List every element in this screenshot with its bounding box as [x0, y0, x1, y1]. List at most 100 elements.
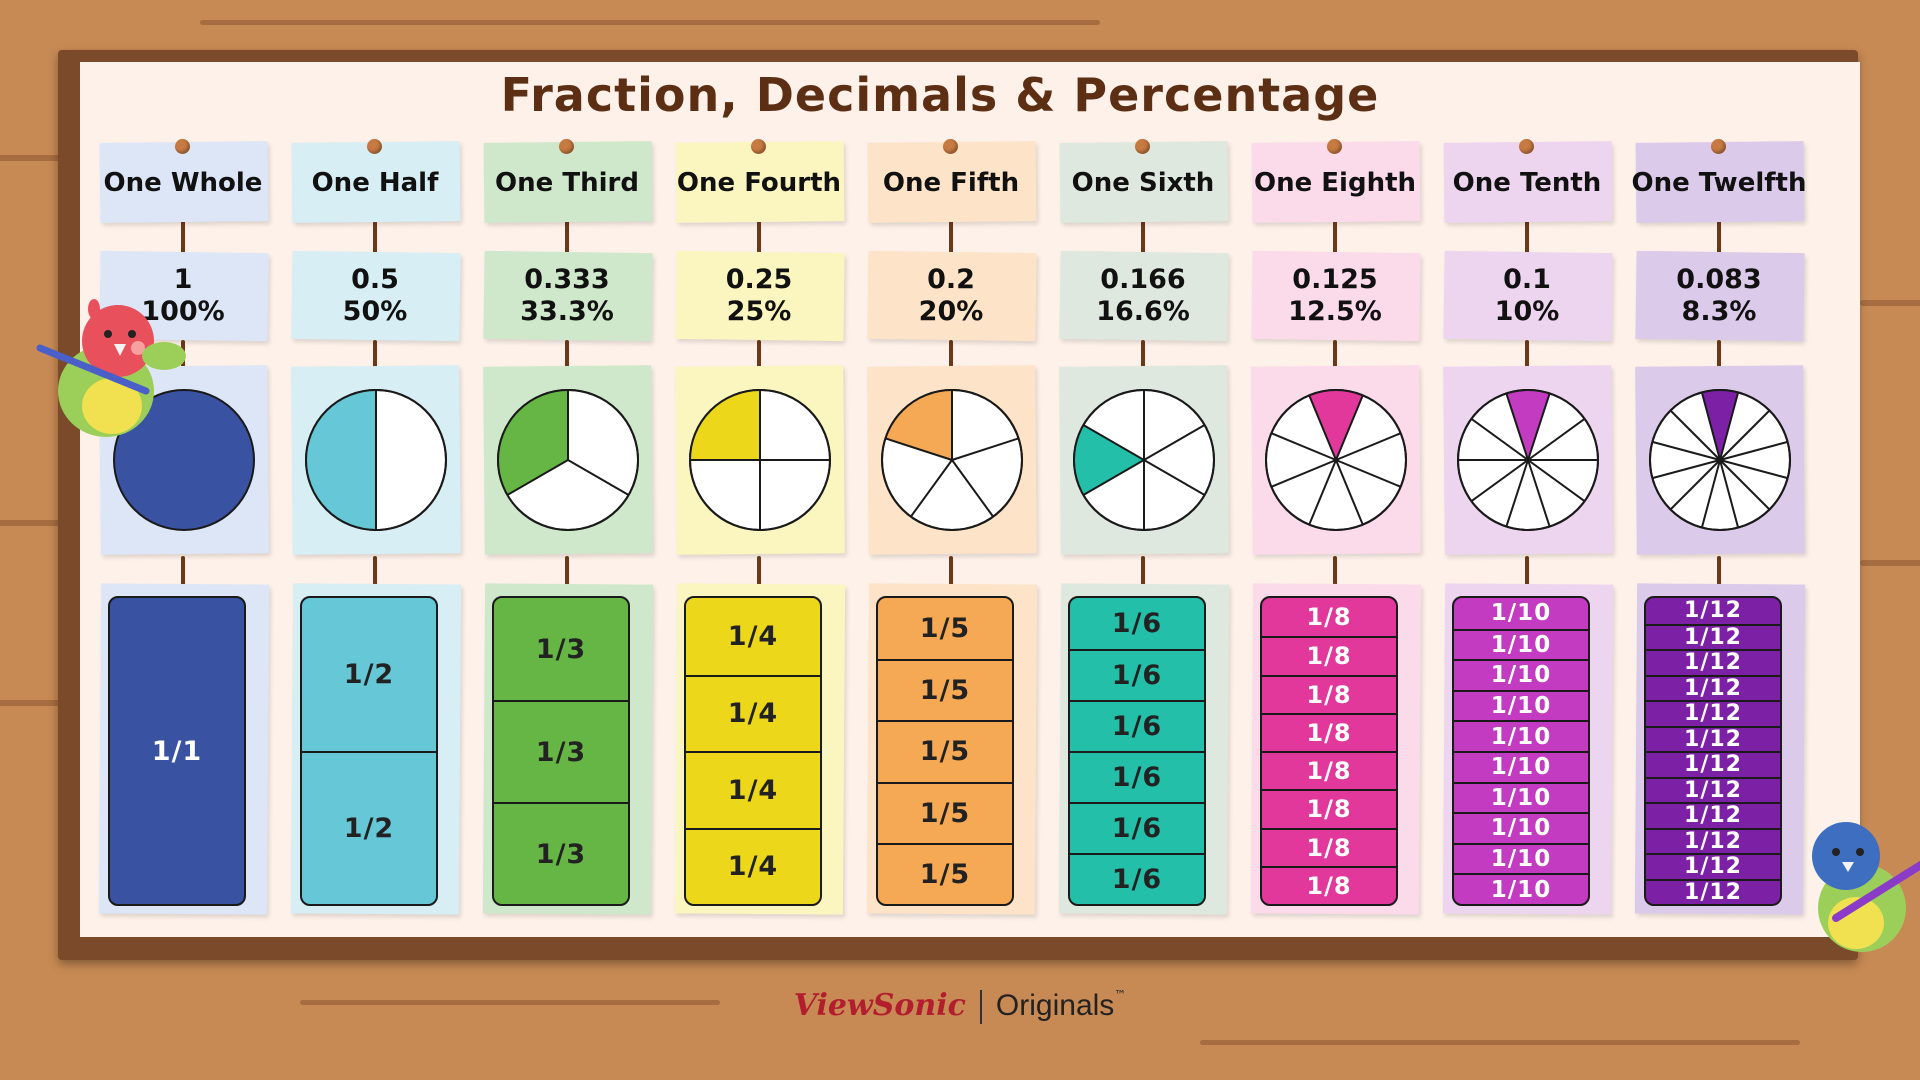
- fraction-segment: 1/6: [1070, 751, 1204, 802]
- fraction-segment: 1/10: [1454, 873, 1588, 904]
- fraction-bar: 1/12 1/12 1/12 1/12 1/12 1/12 1/12 1/12 1/12 1/12…: [1644, 596, 1782, 906]
- fraction-segment: 1/12: [1646, 649, 1780, 675]
- pie-divider: [1719, 459, 1771, 511]
- pie-divider: [1719, 440, 1788, 461]
- fraction-pie: [1649, 389, 1791, 531]
- fraction-segment: 1/12: [1646, 853, 1780, 879]
- hanging-string: [565, 556, 569, 588]
- fraction-pie: [881, 389, 1023, 531]
- pie-slice-filled: [113, 389, 255, 531]
- pie-divider: [1470, 418, 1529, 461]
- hanging-string: [1333, 340, 1337, 370]
- pie-outline: [881, 389, 1023, 531]
- hanging-string: [1717, 556, 1721, 588]
- decimal-value: 0.5: [351, 264, 399, 295]
- fraction-segment: 1/12: [1646, 674, 1780, 701]
- pie-divider: [1308, 394, 1337, 461]
- fraction-segment: 1/2: [302, 751, 436, 904]
- push-pin-icon: [1135, 139, 1150, 154]
- pie-slice-filled: [690, 390, 760, 460]
- fraction-name: One Fifth: [882, 168, 1020, 198]
- fraction-segment: 1/8: [1262, 674, 1396, 713]
- fraction-column: One Eighth 0.125 12.5% 1/8 1/8 1/8 1/8 1/8 1/8 1/…: [1240, 0, 1430, 1080]
- pie-divider: [1082, 459, 1145, 496]
- fraction-column: One Fifth 0.2 20% 1/5 1/5 1/5 1/5 1/5: [856, 0, 1046, 1080]
- pie-divider: [1505, 459, 1529, 527]
- pie-divider: [1719, 392, 1740, 461]
- fraction-segment: 1/5: [878, 842, 1012, 904]
- pie-divider: [1652, 440, 1721, 461]
- pie-divider: [567, 459, 630, 496]
- fraction-bar: 1/1: [108, 596, 246, 906]
- percent-value: 16.6%: [1096, 296, 1190, 327]
- fraction-column: One Half 0.5 50% 1/2 1/2: [280, 0, 470, 1080]
- percent-value: 25%: [726, 296, 792, 327]
- fraction-bar: 1/5 1/5 1/5 1/5 1/5: [876, 596, 1014, 906]
- pie-outline: [1457, 389, 1599, 531]
- fraction-segment: 1/8: [1262, 865, 1396, 904]
- fraction-pie: [305, 389, 447, 531]
- hanging-string: [949, 556, 953, 588]
- fraction-column: One Fourth 0.25 25% 1/4 1/4 1/4 1/4: [664, 0, 854, 1080]
- push-pin-icon: [559, 139, 574, 154]
- fraction-segment: 1/8: [1262, 789, 1396, 827]
- fraction-segment: 1/12: [1646, 878, 1780, 904]
- fraction-segment: 1/10: [1454, 628, 1588, 660]
- hanging-string: [1333, 556, 1337, 588]
- pie-slice-filled: [1309, 390, 1363, 460]
- fraction-pie: [689, 389, 831, 531]
- fraction-segment: 1/10: [1454, 689, 1588, 721]
- hanging-string: [181, 556, 185, 588]
- pie-divider: [1143, 424, 1206, 461]
- fraction-segment: 1/4: [686, 751, 820, 828]
- fraction-name: One Tenth: [1452, 168, 1602, 198]
- fraction-segment: 1/10: [1454, 781, 1588, 813]
- fraction-segment: 1/10: [1454, 842, 1588, 874]
- fraction-bar: 1/10 1/10 1/10 1/10 1/10 1/10 1/10 1/10 1/10 1/10: [1452, 596, 1590, 906]
- fraction-segment: 1/3: [494, 700, 628, 802]
- pie-divider: [1470, 459, 1529, 502]
- fraction-segment: 1/12: [1684, 598, 1742, 624]
- fraction-segment: 1/6: [1070, 853, 1204, 904]
- push-pin-icon: [175, 139, 190, 154]
- pie-divider: [1505, 393, 1529, 461]
- pie-divider: [1669, 459, 1721, 511]
- fraction-name: One Half: [311, 168, 439, 198]
- fraction-pie: [1457, 389, 1599, 531]
- pie-slice-filled: [498, 390, 568, 495]
- fraction-bar: 1/8 1/8 1/8 1/8 1/8 1/8 1/8 1/8: [1260, 596, 1398, 906]
- fraction-segment: 1/10: [1454, 720, 1588, 751]
- pie-divider: [910, 459, 953, 518]
- fraction-segment: 1/12: [1646, 776, 1780, 803]
- fraction-pie: [497, 389, 639, 531]
- fraction-segment: 1/12: [1646, 827, 1780, 854]
- fraction-bar: 1/3 1/3 1/3: [492, 596, 630, 906]
- fraction-segment: 1/4: [686, 827, 820, 905]
- fraction-segment: 1/6: [1070, 649, 1204, 700]
- hanging-string: [373, 340, 377, 370]
- hanging-string: [1717, 340, 1721, 370]
- fraction-segment: 1/1: [151, 735, 203, 767]
- fraction-column: One Whole 1 100% 1/1: [88, 0, 278, 1080]
- fraction-segment: 1/5: [878, 720, 1012, 781]
- left-bird-mascot: [36, 299, 186, 437]
- pie-slice-filled: [1074, 425, 1144, 495]
- percent-value: 100%: [141, 296, 225, 327]
- decimal-value: 0.1: [1503, 264, 1551, 295]
- push-pin-icon: [1519, 139, 1534, 154]
- pie-outline: [1073, 389, 1215, 531]
- fraction-segment: 1/12: [1646, 623, 1780, 650]
- percent-value: 20%: [918, 296, 984, 327]
- decimal-value: 0.083: [1676, 264, 1762, 295]
- pie-divider: [1700, 459, 1721, 528]
- product-name: Originals: [995, 989, 1115, 1022]
- pie-divider: [1527, 393, 1551, 461]
- pie-divider: [1335, 432, 1402, 461]
- hanging-string: [1141, 340, 1145, 370]
- fraction-bar: 1/2 1/2: [300, 596, 438, 906]
- pie-divider: [1527, 459, 1586, 502]
- right-bird-mascot: [1812, 822, 1920, 952]
- pie-divider: [1143, 459, 1206, 496]
- fraction-segment: 1/10: [1454, 812, 1588, 843]
- fraction-bar: 1/6 1/6 1/6 1/6 1/6 1/6: [1068, 596, 1206, 906]
